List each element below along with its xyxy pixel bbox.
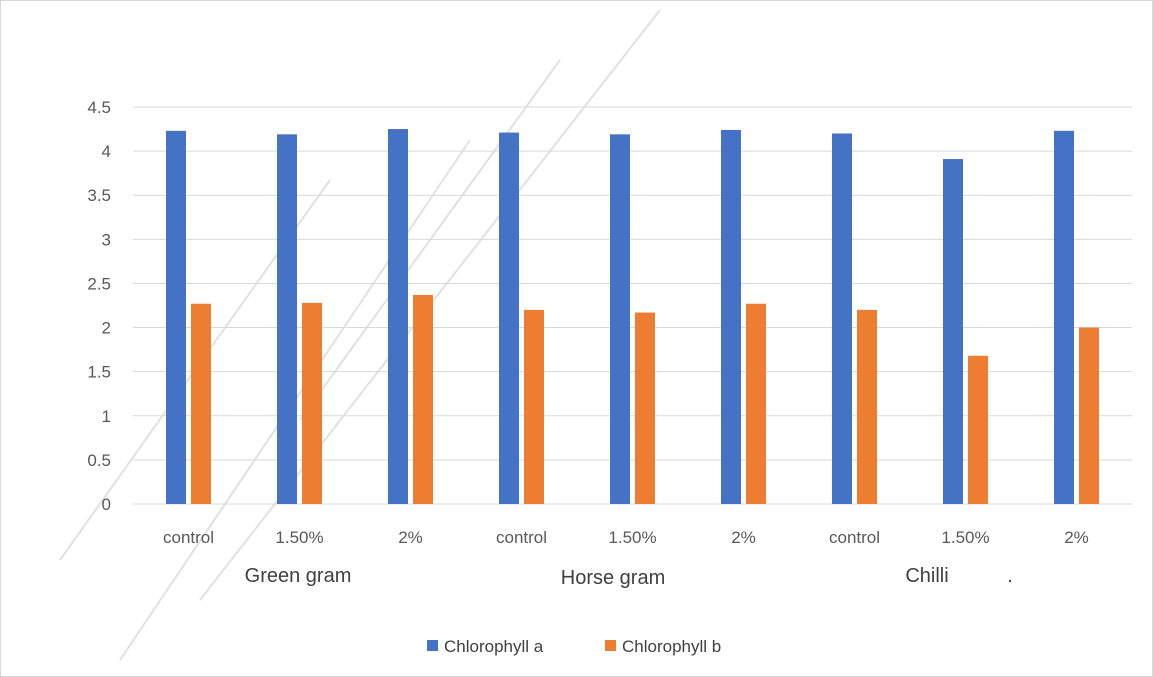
bar-chlorophyll-b	[746, 303, 766, 504]
legend-swatch-chlorophyll-b	[605, 640, 616, 651]
x-category-label: control	[829, 528, 880, 547]
bar-chlorophyll-b	[857, 309, 877, 504]
x-axis-group-labels: Green gram Horse gram Chilli .	[245, 565, 1013, 589]
y-tick-label: 4	[102, 142, 111, 161]
y-tick-label: 1.5	[87, 363, 111, 382]
grid-lines	[133, 106, 1132, 505]
group-label-green-gram: Green gram	[245, 565, 352, 587]
bar-chlorophyll-b	[413, 294, 433, 504]
bar-chlorophyll-a	[388, 129, 408, 505]
y-tick-label: 4.5	[87, 98, 111, 117]
y-tick-label: 3.5	[87, 186, 111, 205]
x-category-label: 1.50%	[941, 528, 989, 547]
legend-swatch-chlorophyll-a	[427, 640, 438, 651]
y-tick-label: 0.5	[87, 451, 111, 470]
x-category-label: 1.50%	[275, 528, 323, 547]
bar-chlorophyll-b	[524, 309, 544, 504]
x-category-label: control	[163, 528, 214, 547]
y-tick-label: 1	[102, 407, 111, 426]
bar-chlorophyll-b	[302, 302, 322, 504]
bar-chlorophyll-b	[1079, 327, 1099, 504]
bars	[166, 129, 1099, 505]
x-category-label: 2%	[398, 528, 423, 547]
bar-chlorophyll-a	[610, 134, 630, 505]
bar-chlorophyll-a	[943, 159, 963, 504]
x-category-label: 1.50%	[608, 528, 656, 547]
bar-chlorophyll-a	[1054, 130, 1074, 504]
x-category-label: 2%	[731, 528, 756, 547]
legend: Chlorophyll a Chlorophyll b	[427, 637, 721, 656]
legend-label-chlorophyll-a: Chlorophyll a	[444, 637, 544, 656]
stray-mark: .	[1007, 565, 1013, 587]
x-category-label: 2%	[1064, 528, 1089, 547]
bar-chlorophyll-b	[968, 355, 988, 504]
y-tick-label: 0	[102, 495, 111, 514]
bar-chlorophyll-a	[721, 129, 741, 504]
y-tick-label: 3	[102, 230, 111, 249]
y-tick-label: 2	[102, 319, 111, 338]
bar-chlorophyll-a	[277, 134, 297, 505]
bar-chlorophyll-a	[832, 133, 852, 504]
group-label-chilli: Chilli	[905, 565, 948, 587]
y-axis-tick-labels: 0 0.5 1 1.5 2 2.5 3 3.5 4 4.5	[87, 98, 111, 514]
legend-label-chlorophyll-b: Chlorophyll b	[622, 637, 721, 656]
group-label-horse-gram: Horse gram	[561, 567, 665, 589]
x-axis-category-labels: control 1.50% 2% control 1.50% 2% control 1.50%…	[163, 528, 1089, 547]
bar-chlorophyll-b	[635, 312, 655, 504]
bar-chlorophyll-a	[166, 130, 186, 504]
y-tick-label: 2.5	[87, 274, 111, 293]
bar-chlorophyll-a	[499, 132, 519, 504]
bar-chlorophyll-b	[191, 303, 211, 504]
x-category-label: control	[496, 528, 547, 547]
